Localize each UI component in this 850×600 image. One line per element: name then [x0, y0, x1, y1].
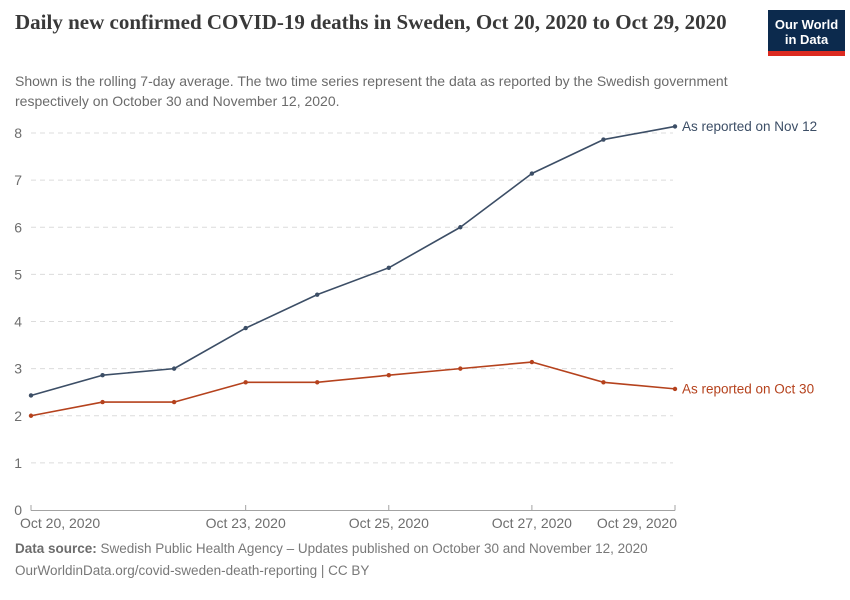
- owid-logo: Our World in Data: [768, 10, 845, 56]
- y-axis-tick-label: 0: [14, 502, 22, 518]
- data-point: [458, 366, 463, 371]
- data-point: [672, 386, 678, 392]
- x-axis-tick-label: Oct 27, 2020: [492, 515, 572, 531]
- series-line: [30, 361, 676, 417]
- data-source-line: Data source: Swedish Public Health Agenc…: [15, 541, 648, 556]
- owid-logo-line1: Our World: [774, 17, 839, 32]
- data-point: [529, 359, 535, 365]
- data-point: [171, 399, 177, 405]
- line-chart-canvas: 0 1 2 3 4 5 6 7 8 Oct 20, 2020 Oct 23, 2020 Oct 25,…: [14, 119, 817, 531]
- y-axis-tick-label: 4: [14, 314, 22, 330]
- data-point: [315, 380, 320, 385]
- owid-logo-text: Our World in Data: [768, 10, 845, 47]
- x-axis-tick-label: Oct 25, 2020: [349, 515, 429, 531]
- data-point: [28, 393, 34, 398]
- series-end-label: As reported on Oct 30: [682, 381, 814, 396]
- x-axis-tick-label: Oct 23, 2020: [206, 515, 286, 531]
- x-axis-tick-label: Oct 29, 2020: [597, 515, 677, 531]
- series-end-label: As reported on Nov 12: [682, 119, 817, 134]
- y-axis-tick-label: 8: [14, 125, 22, 141]
- data-point: [100, 373, 105, 378]
- data-point: [386, 373, 391, 378]
- y-axis-tick-label: 6: [14, 219, 22, 235]
- y-axis-tick-label: 2: [14, 408, 22, 424]
- data-point: [458, 225, 463, 230]
- owid-logo-line2: in Data: [784, 32, 829, 47]
- chart-footer: Data source: Swedish Public Health Agenc…: [15, 541, 648, 585]
- y-axis-tick-label: 7: [14, 172, 22, 188]
- data-point: [601, 137, 606, 142]
- data-point: [529, 171, 535, 176]
- data-point: [243, 325, 248, 331]
- chart-subtitle: Shown is the rolling 7-day average. The …: [15, 73, 728, 110]
- data-point: [171, 366, 177, 371]
- y-axis-tick-label: 3: [14, 361, 22, 377]
- data-point: [315, 292, 320, 297]
- data-source-text: Swedish Public Health Agency – Updates p…: [96, 541, 648, 556]
- data-point: [100, 399, 105, 405]
- y-axis-tick-label: 1: [14, 455, 22, 471]
- license-line: OurWorldinData.org/covid-sweden-death-re…: [15, 563, 370, 578]
- data-point: [672, 124, 678, 129]
- series-line: [30, 125, 676, 397]
- data-point: [386, 265, 391, 270]
- y-axis-tick-label: 5: [14, 266, 22, 282]
- page-title: Daily new confirmed COVID-19 deaths in S…: [15, 10, 727, 34]
- data-point: [243, 380, 248, 385]
- owid-logo-stripe: [768, 51, 845, 56]
- data-source-label: Data source:: [15, 541, 97, 556]
- data-point: [28, 413, 34, 418]
- data-point: [601, 380, 606, 385]
- x-axis-tick-label: Oct 20, 2020: [20, 515, 100, 531]
